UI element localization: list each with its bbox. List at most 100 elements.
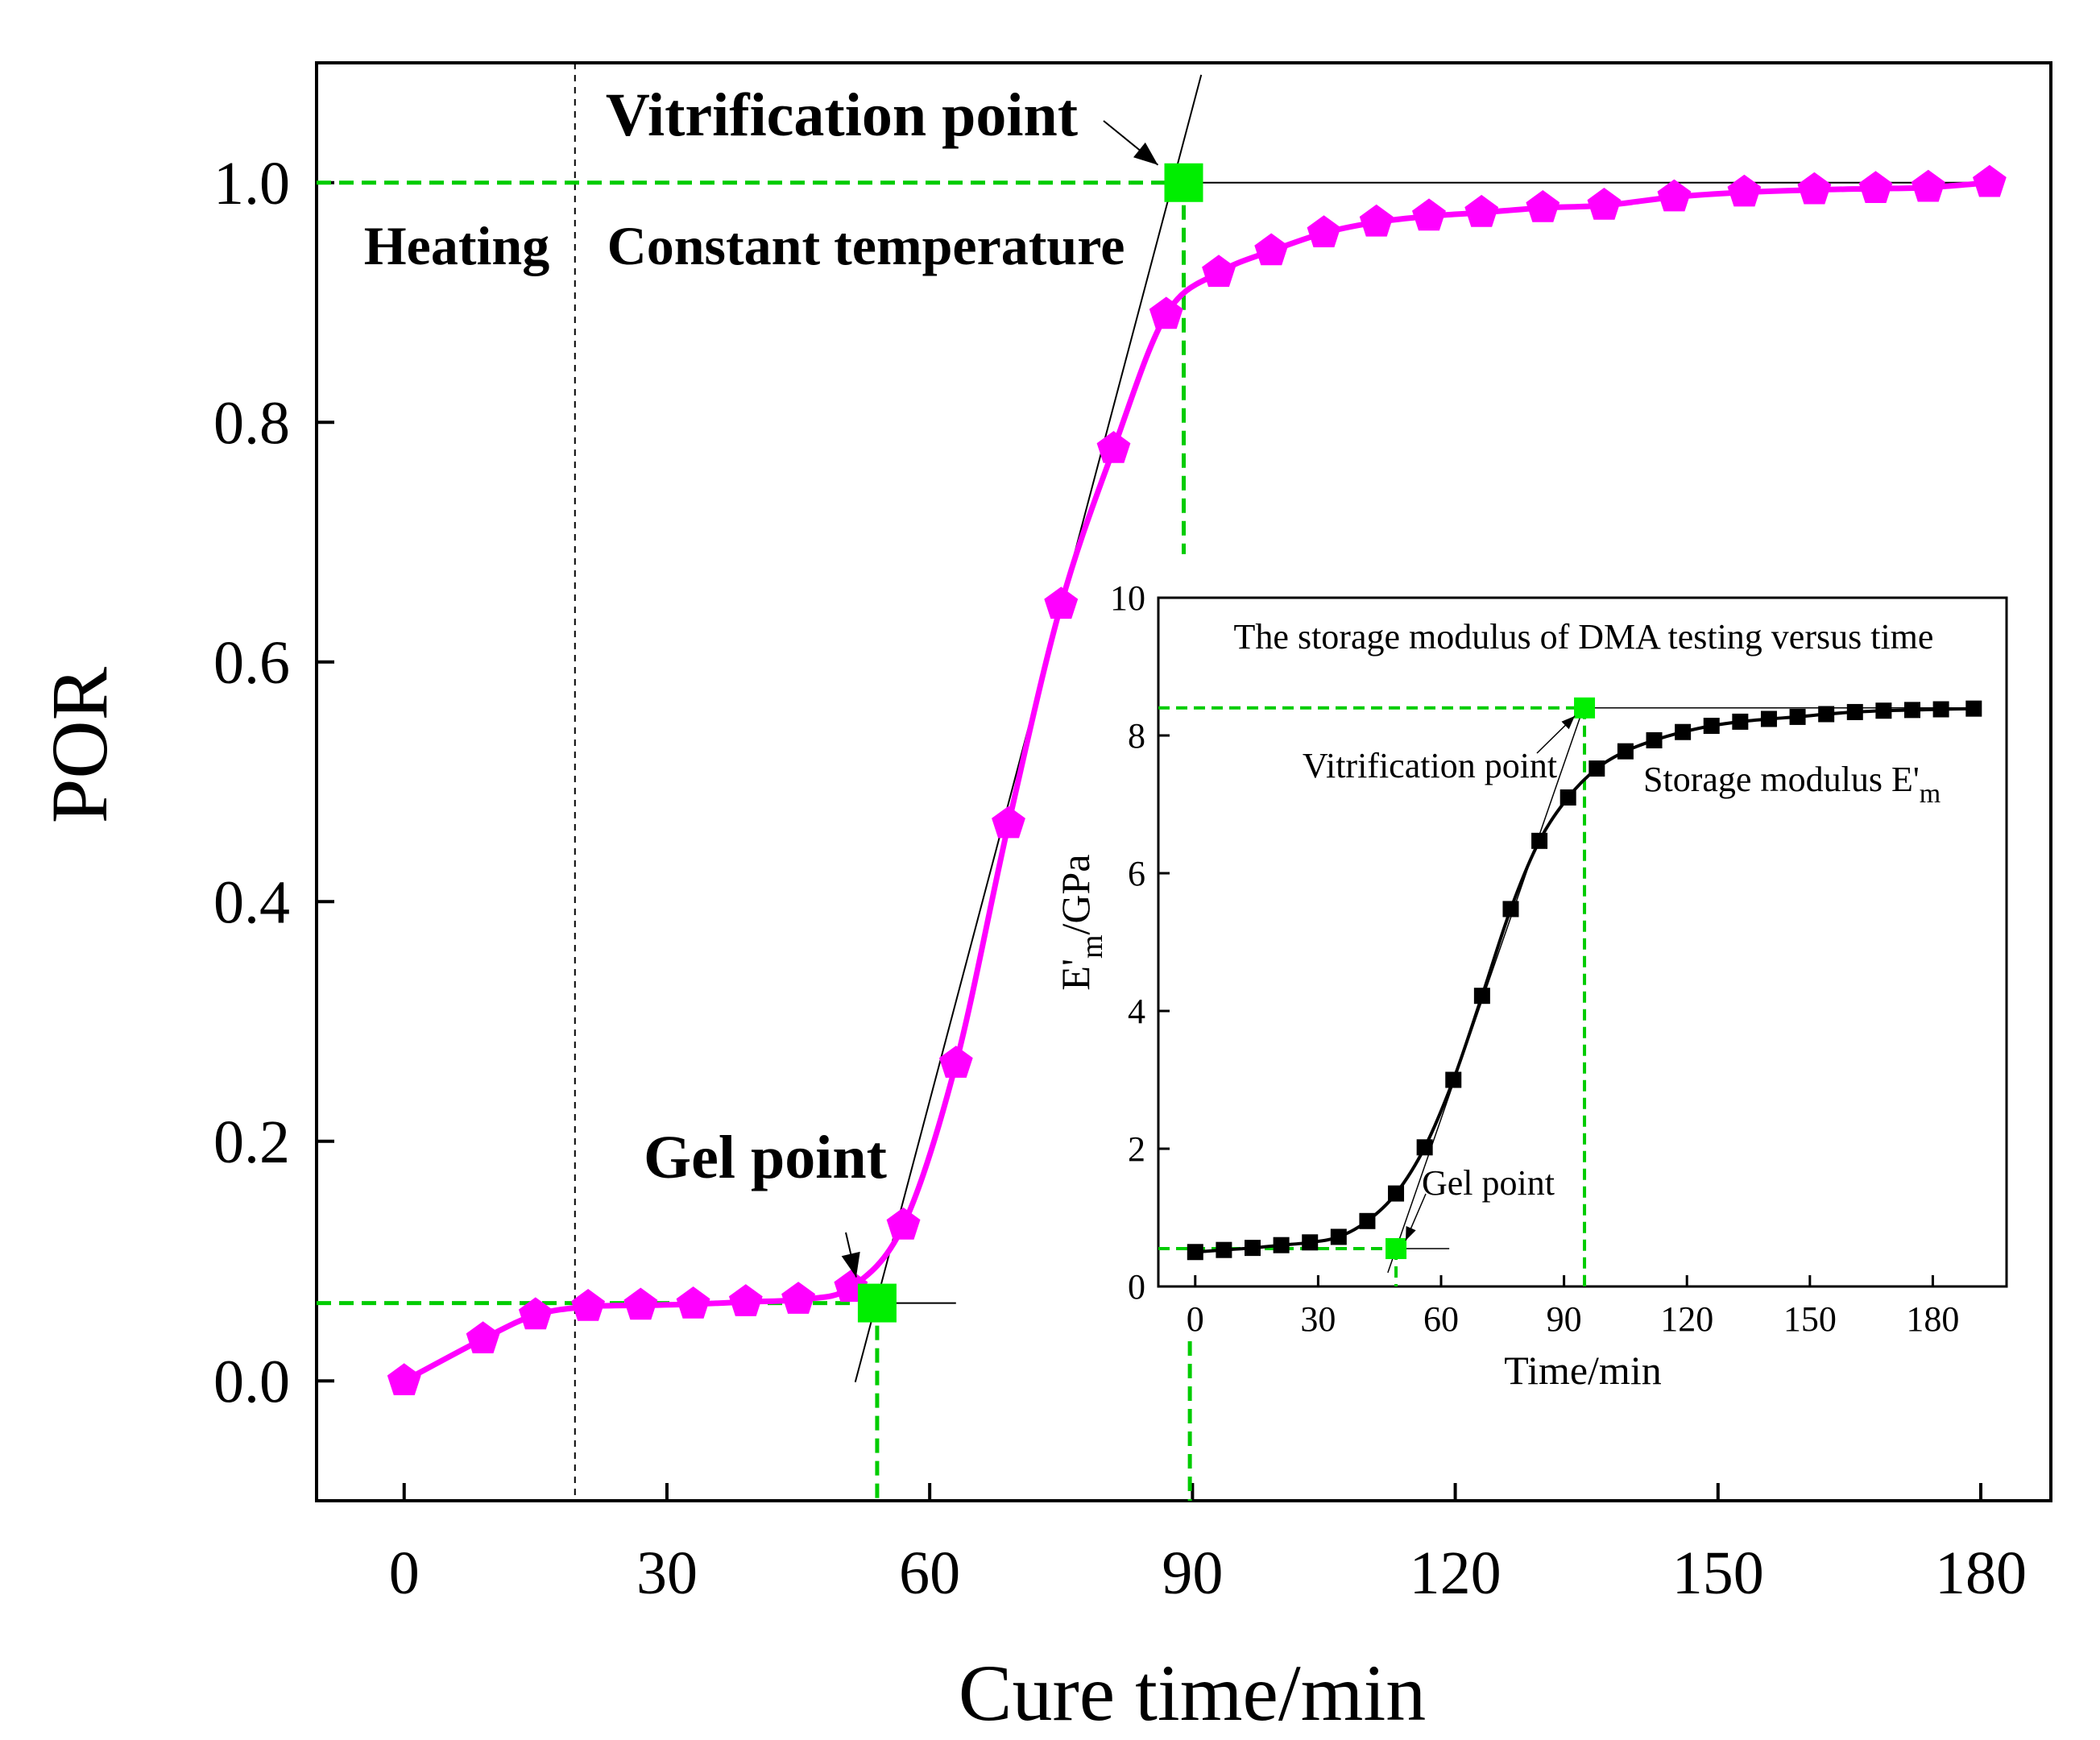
por-data-point	[466, 1321, 500, 1353]
por-data-point	[676, 1286, 710, 1319]
inset-data-point	[1216, 1241, 1232, 1258]
inset-data-point	[1675, 723, 1692, 740]
inset-y-tick-label: 10	[1110, 578, 1145, 618]
inset-data-point	[1904, 702, 1920, 719]
por-data-point	[1359, 204, 1394, 237]
main-y-tick-label: 0.4	[213, 868, 290, 936]
inset-y-axis-label-unit: /GPa	[1053, 854, 1098, 934]
inset-data-point	[1932, 701, 1949, 718]
por-data-point	[992, 806, 1025, 839]
inset-data-point	[1965, 700, 1982, 717]
inset-x-tick-label: 180	[1906, 1299, 1959, 1339]
inset-data-point	[1846, 703, 1863, 720]
inset-data-point	[1531, 832, 1548, 849]
main-x-tick-label: 30	[636, 1539, 698, 1607]
inset-data-point	[1646, 731, 1663, 748]
por-data-point	[571, 1289, 605, 1321]
main-y-tick-label: 0.6	[213, 629, 290, 697]
por-data-point	[1973, 164, 2007, 197]
main-x-tick-label: 90	[1162, 1539, 1223, 1607]
inset-title: The storage modulus of DMA testing versu…	[1234, 617, 1934, 657]
inset-y-tick-label: 0	[1128, 1267, 1145, 1307]
main-x-axis-label: Cure time/min	[959, 1648, 1426, 1738]
por-data-point	[1096, 431, 1131, 463]
inset-chart: 0 30 60 90 120 150 180 0 2 4 6 8 10 The storage modu…	[1053, 578, 2008, 1393]
main-x-tick-label: 120	[1410, 1539, 1501, 1607]
por-data-point	[623, 1287, 658, 1320]
inset-series-label-main: Storage modulus E'	[1643, 760, 1920, 799]
por-data-point	[387, 1363, 421, 1395]
main-y-tick-label: 0.0	[213, 1348, 290, 1415]
inset-gel-point-label: Gel point	[1422, 1163, 1555, 1203]
por-data-point	[1797, 172, 1832, 205]
inset-x-axis-label: Time/min	[1504, 1348, 1661, 1393]
main-x-tick-label: 60	[899, 1539, 960, 1607]
por-data-point	[1412, 198, 1446, 231]
inset-data-point	[1187, 1244, 1203, 1261]
por-data-point	[1202, 255, 1236, 288]
inset-data-point	[1473, 988, 1490, 1005]
inset-data-point	[1703, 718, 1720, 735]
por-data-point	[1911, 169, 1945, 202]
por-data-point	[728, 1284, 763, 1316]
inset-data-point	[1273, 1237, 1290, 1253]
inset-plot-layer: 0 30 60 90 120 150 180 0 2 4 6 8 10	[1110, 578, 1982, 1339]
inset-y-tick-label: 8	[1128, 716, 1145, 756]
inset-data-point	[1330, 1228, 1347, 1245]
por-data-point	[1727, 174, 1762, 207]
por-data-point	[1254, 233, 1289, 266]
inset-data-point	[1588, 760, 1605, 777]
inset-data-point	[1302, 1234, 1319, 1251]
inset-y-tick-label: 6	[1128, 854, 1145, 893]
inset-data-point	[1359, 1212, 1376, 1229]
inset-vitrification-point-marker	[1574, 697, 1596, 719]
inset-y-axis-label: E'm/GPa	[1053, 854, 1109, 990]
inset-y-tick-label: 4	[1128, 992, 1145, 1031]
por-data-point	[518, 1297, 553, 1330]
inset-data-point	[1617, 743, 1634, 760]
inset-x-tick-label: 120	[1660, 1299, 1713, 1339]
por-data-point	[1307, 215, 1341, 247]
inset-x-tick-label: 0	[1187, 1299, 1204, 1339]
gel-point-arrow-head	[841, 1251, 860, 1278]
inset-y-axis-label-sub: m	[1075, 934, 1109, 959]
vitrification-point-marker	[1164, 163, 1203, 202]
inset-x-tick-label: 60	[1423, 1299, 1459, 1339]
inset-x-tick-label: 150	[1783, 1299, 1837, 1339]
inset-data-point	[1245, 1240, 1261, 1257]
por-data-point	[1464, 194, 1499, 227]
inset-data-point	[1760, 710, 1777, 727]
vitrification-point-label: Vitrification point	[606, 81, 1078, 149]
main-x-tick-label: 0	[389, 1539, 420, 1607]
main-y-tick-label: 0.2	[213, 1108, 290, 1176]
inset-data-point	[1502, 901, 1519, 918]
main-plot-frame	[315, 61, 2052, 1502]
inset-data-point	[1818, 706, 1835, 723]
inset-data-point	[1732, 713, 1749, 730]
inset-x-tick-label: 30	[1300, 1299, 1336, 1339]
vitrification-point-arrow-head	[1133, 142, 1158, 165]
main-y-tick-label: 0.8	[213, 389, 290, 457]
por-data-point	[1044, 586, 1079, 619]
por-data-point	[1526, 190, 1560, 222]
inset-vitrification-arrow-head	[1561, 715, 1575, 730]
inset-series-label: Storage modulus E'm	[1643, 760, 1941, 809]
main-x-tick-label: 180	[1935, 1539, 2027, 1607]
gel-point-marker	[857, 1283, 897, 1323]
por-data-point	[781, 1282, 815, 1314]
inset-gel-arrow-head	[1406, 1226, 1416, 1241]
por-data-point	[1657, 179, 1692, 212]
inset-data-point	[1388, 1185, 1405, 1202]
inset-data-point	[1445, 1071, 1462, 1088]
main-y-tick-label: 1.0	[213, 150, 290, 218]
inset-vitrification-point-label: Vitrification point	[1303, 746, 1557, 785]
por-data-point	[886, 1207, 921, 1240]
inset-data-point	[1559, 789, 1576, 806]
inset-y-tick-label: 2	[1128, 1129, 1145, 1169]
inset-x-tick-label: 90	[1547, 1299, 1582, 1339]
main-y-axis-label: POR	[35, 666, 124, 823]
inset-data-point	[1416, 1139, 1433, 1156]
